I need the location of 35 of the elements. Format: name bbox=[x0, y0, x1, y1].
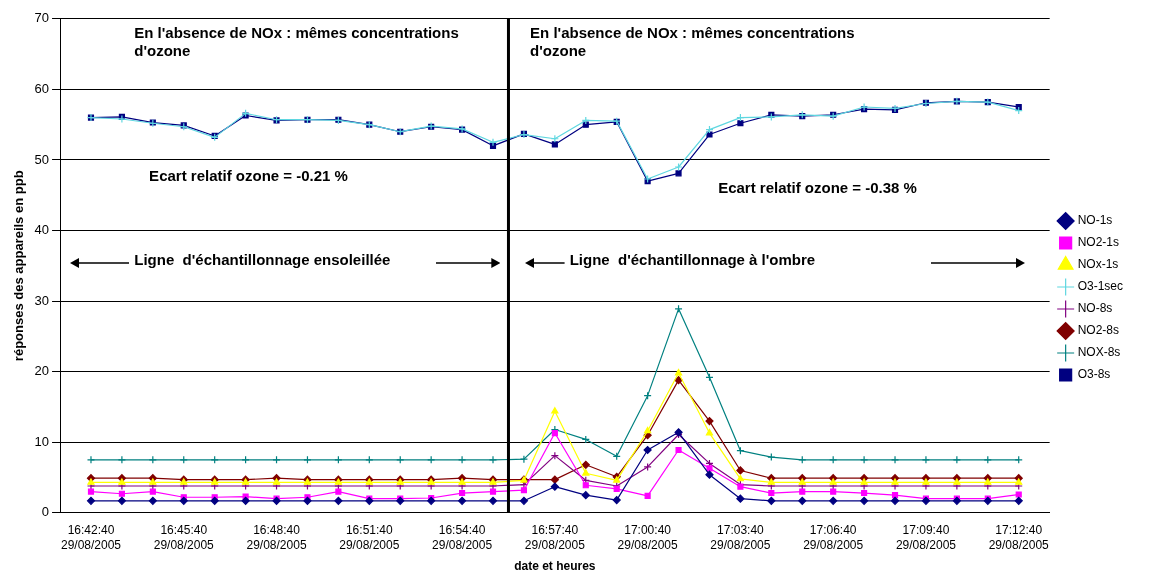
y-tick-label: 20 bbox=[34, 363, 50, 379]
y-tick-label: 30 bbox=[34, 292, 50, 308]
legend-label: NO2-1s bbox=[1077, 235, 1119, 250]
legend-label: NOX-8s bbox=[1077, 345, 1121, 360]
x-tick-label: 17:00:40 29/08/2005 bbox=[617, 523, 678, 552]
legend-label: O3-8s bbox=[1077, 367, 1111, 382]
x-tick-label: 17:12:40 29/08/2005 bbox=[988, 523, 1050, 552]
x-tick-label: 16:57:40 29/08/2005 bbox=[524, 523, 586, 552]
y-tick-label: 60 bbox=[34, 80, 50, 96]
annotation: Ecart relatif ozone = -0.21 % bbox=[149, 167, 348, 185]
legend-label: NO2-8s bbox=[1077, 323, 1119, 338]
annotation: Ligne d'échantillonnage à l'ombre bbox=[569, 251, 816, 269]
annotation: Ecart relatif ozone = -0.38 % bbox=[718, 179, 917, 197]
legend-label: NO-8s bbox=[1077, 301, 1113, 316]
x-tick-label: 17:03:40 29/08/2005 bbox=[710, 523, 771, 552]
annotation: Ligne d'échantillonnage ensoleillée bbox=[134, 251, 391, 269]
annotation: En l'absence de NOx : mêmes concentrations d'ozone bbox=[134, 23, 459, 59]
legend-label: O3-1sec bbox=[1077, 279, 1124, 294]
legend-label: NO-1s bbox=[1077, 213, 1113, 228]
x-tick-label: 16:51:40 29/08/2005 bbox=[339, 523, 400, 552]
x-tick-label: 17:06:40 29/08/2005 bbox=[803, 523, 864, 552]
x-axis-title: date et heures bbox=[514, 559, 596, 574]
x-tick-label: 17:09:40 29/08/2005 bbox=[895, 523, 957, 552]
x-tick-label: 16:45:40 29/08/2005 bbox=[153, 523, 215, 552]
annotation: En l'absence de NOx : mêmes concentrations d'ozone bbox=[530, 23, 855, 59]
y-axis-title: réponses des appareils en ppb bbox=[11, 170, 27, 362]
x-tick-label: 16:42:40 29/08/2005 bbox=[60, 523, 122, 552]
y-tick-label: 70 bbox=[34, 10, 50, 26]
x-tick-label: 16:54:40 29/08/2005 bbox=[432, 523, 493, 552]
y-tick-label: 0 bbox=[41, 504, 50, 520]
y-tick-label: 10 bbox=[34, 433, 50, 449]
legend-label: NOx-1s bbox=[1077, 257, 1119, 272]
y-tick-label: 50 bbox=[34, 151, 50, 167]
x-tick-label: 16:48:40 29/08/2005 bbox=[246, 523, 307, 552]
y-tick-label: 40 bbox=[34, 222, 50, 238]
